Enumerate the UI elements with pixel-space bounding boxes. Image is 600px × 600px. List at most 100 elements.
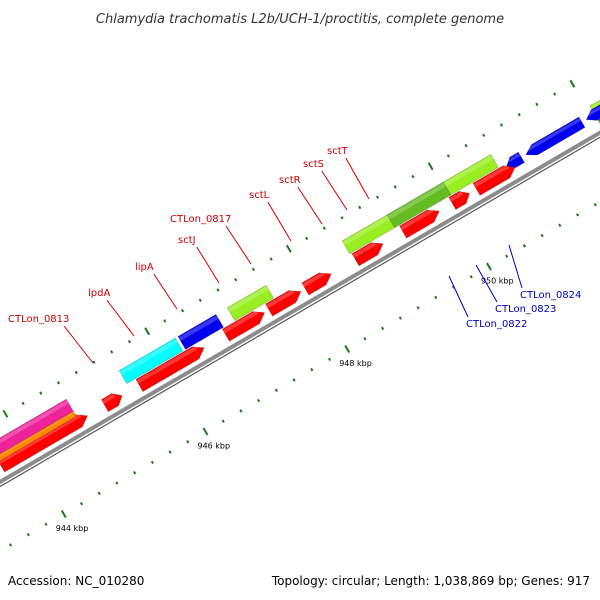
genome-summary-label: Topology: circular; Length: 1,038,869 bp… xyxy=(271,574,590,588)
lower-scale-tick xyxy=(363,336,367,341)
gene-callout: sctR xyxy=(279,175,323,225)
gene-label: sctR xyxy=(279,175,301,186)
upper-scale-tick xyxy=(2,409,9,418)
forward-gene-arrow xyxy=(221,310,266,342)
lower-scale-tick xyxy=(398,316,402,320)
gene-callout: sctL xyxy=(249,190,292,242)
upper-scale-tick xyxy=(163,319,167,323)
reverse-gene-arrow xyxy=(585,104,600,121)
lower-scale-tick xyxy=(469,275,473,279)
upper-scale-tick xyxy=(499,123,504,127)
lower-scale-tick xyxy=(115,481,119,485)
upper-scale-tick xyxy=(358,205,362,210)
gene-callout: lipA xyxy=(135,262,178,310)
orange-feature-bar xyxy=(0,410,77,462)
upper-scale-tick xyxy=(411,174,415,179)
gene-callout: CTLon_0823 xyxy=(475,264,556,315)
upper-scale-tick xyxy=(269,257,273,261)
lower-scale-tick xyxy=(150,460,154,465)
upper-scale-tick xyxy=(39,391,43,395)
lower-scale-tick xyxy=(133,471,137,475)
lower-scale-tick xyxy=(558,223,562,227)
gene-label: CTLon_0822 xyxy=(466,319,527,330)
forward-gene-arrow xyxy=(100,393,123,413)
callout-leader-line xyxy=(153,273,178,310)
upper-scale-tick xyxy=(234,277,238,282)
upper-scale-tick xyxy=(198,298,202,303)
callout-leader-line xyxy=(225,225,252,265)
blue-feature-bar xyxy=(177,313,224,350)
forward-gene-arrow xyxy=(351,241,384,267)
lower-scale-tick xyxy=(505,254,509,258)
upper-scale-tick xyxy=(216,288,220,292)
backbone-shadow xyxy=(0,136,600,488)
tick-label: 950 kbp xyxy=(481,277,514,286)
lower-scale-tick xyxy=(593,202,597,207)
lower-scale-tick xyxy=(540,233,544,238)
lower-scale-tick xyxy=(575,213,580,217)
gene-label: CTLon_0823 xyxy=(495,304,556,315)
upper-scale-tick xyxy=(482,133,486,138)
lower-scale-tick xyxy=(221,419,225,423)
gene-callout: sctT xyxy=(327,146,370,200)
gene-label: CTLon_0817 xyxy=(170,214,231,225)
lower-scale-tick xyxy=(522,244,526,248)
lower-scale-tick xyxy=(344,345,351,353)
upper-scale-tick xyxy=(305,236,309,241)
gene-label: sctL xyxy=(249,190,270,201)
callout-leader-line xyxy=(267,201,292,242)
lower-scale-tick xyxy=(257,398,261,403)
gene-label: lpdA xyxy=(88,288,110,299)
upper-scale-tick xyxy=(446,154,450,158)
gene-label: sctT xyxy=(327,146,349,157)
lower-scale-tick xyxy=(274,388,278,392)
upper-scale-tick xyxy=(464,143,468,148)
gene-callout: sctJ xyxy=(178,235,220,284)
upper-scale-tick xyxy=(535,102,539,107)
callout-leader-line xyxy=(475,264,498,303)
gene-callout: CTLon_0822 xyxy=(448,275,527,330)
callout-leader-line xyxy=(508,244,523,289)
lower-scale-tick xyxy=(186,440,190,444)
lower-scale-tick xyxy=(486,262,492,271)
upper-scale-tick xyxy=(427,162,434,171)
lower-scale-tick xyxy=(416,306,420,310)
map-title: Chlamydia trachomatis L2b/UCH-1/proctiti… xyxy=(96,12,504,27)
lower-scale-tick xyxy=(168,450,172,454)
upper-scale-tick xyxy=(181,308,185,313)
lower-scale-tick xyxy=(434,295,438,300)
upper-scale-tick xyxy=(127,339,131,344)
forward-gene-arrow xyxy=(472,164,516,196)
lime-feature-bar xyxy=(442,153,499,196)
gene-callout: lpdA xyxy=(88,288,135,337)
upper-scale-tick xyxy=(286,244,292,253)
lower-scale-tick xyxy=(327,357,332,362)
lime-feature-bar xyxy=(226,284,275,322)
callout-leader-line xyxy=(297,186,323,225)
reverse-gene-arrow xyxy=(525,116,586,156)
upper-scale-tick xyxy=(21,401,25,406)
forward-gene-arrow xyxy=(448,191,470,210)
upper-scale-tick xyxy=(144,327,151,336)
accession-label: Accession: NC_010280 xyxy=(8,574,144,588)
lower-scale-tick xyxy=(79,501,84,506)
forward-gene-arrow xyxy=(265,289,302,317)
lower-scale-tick xyxy=(44,522,48,527)
upper-scale-tick xyxy=(375,195,380,199)
forward-gene-arrow xyxy=(399,208,440,239)
gene-callouts: CTLon_0813 lpdA lipA sctJ CTLon_0817 sctL sctR… xyxy=(8,146,581,364)
upper-scale-tick xyxy=(251,267,256,272)
gene-label: lipA xyxy=(135,262,154,273)
callout-leader-line xyxy=(63,325,94,364)
forward-gene-arrow xyxy=(301,271,332,296)
upper-scale-tick xyxy=(553,92,557,96)
callout-leader-line xyxy=(196,246,220,284)
lower-scale-tick xyxy=(292,378,296,382)
tick-label: 948 kbp xyxy=(339,359,372,368)
upper-scale-tick xyxy=(340,216,344,220)
callout-leader-line xyxy=(345,157,370,200)
gene-label: CTLon_0824 xyxy=(520,290,581,301)
lower-scale-tick xyxy=(60,510,67,518)
